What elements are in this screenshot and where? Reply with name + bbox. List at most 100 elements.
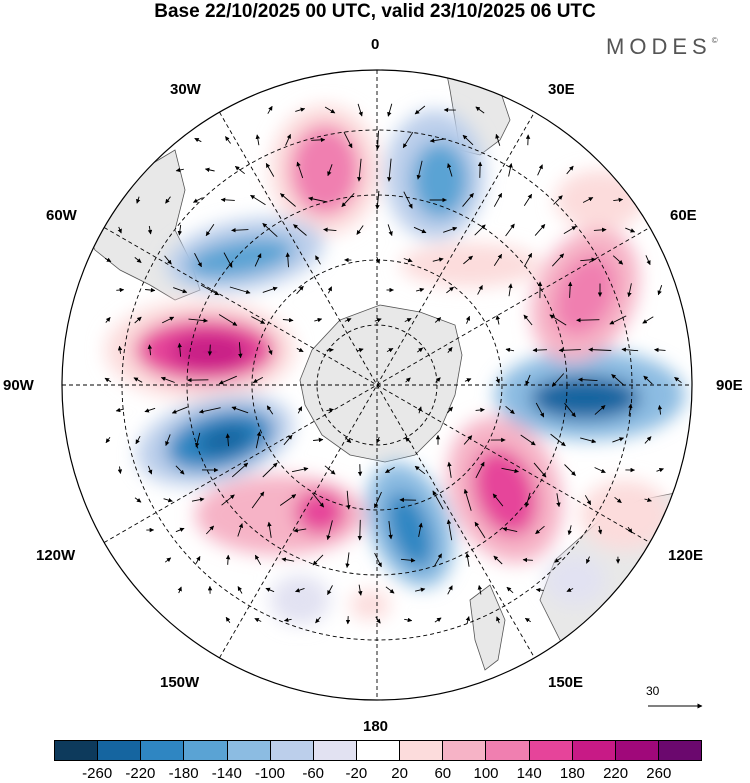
colorbar-tick-label: -180 [168, 765, 199, 782]
wind-vector [537, 164, 543, 176]
wind-vector [225, 616, 231, 624]
wind-vector [403, 191, 413, 209]
colorbar-tick-label: 60 [434, 765, 452, 782]
wind-vector [251, 491, 265, 509]
wind-vector [508, 283, 513, 297]
wind-vector [532, 347, 548, 353]
wind-vector [627, 526, 633, 534]
wind-vector [551, 373, 565, 387]
wind-vector [191, 497, 205, 502]
wind-vector [627, 283, 632, 298]
wind-vector [326, 520, 333, 541]
wind-vector [327, 286, 333, 294]
wind-vector [447, 163, 453, 177]
wind-vector [645, 255, 651, 266]
wind-vector [593, 227, 607, 233]
wind-vector [311, 137, 326, 143]
wind-vector [115, 407, 124, 413]
wind-vector [251, 316, 266, 324]
negative-anomaly [545, 555, 605, 605]
wind-vector [563, 226, 577, 234]
wind-vector [326, 407, 334, 413]
wind-vector [231, 406, 249, 414]
wind-vector [163, 497, 173, 503]
map-title: Base 22/10/2025 00 UTC, valid 23/10/2025… [154, 1, 596, 22]
positive-anomaly [472, 448, 538, 536]
wind-vector [296, 347, 304, 353]
wind-vector [160, 376, 175, 383]
negative-anomaly [185, 237, 295, 279]
wind-vector [404, 317, 412, 323]
wind-vector [175, 167, 184, 173]
wind-vector [117, 466, 123, 474]
colorbar-swatch [572, 741, 616, 760]
wind-vector [225, 433, 231, 447]
wind-vector [520, 434, 536, 446]
wind-vector [343, 131, 353, 149]
lon-label-180: 180 [363, 718, 389, 735]
wind-vector [463, 435, 473, 445]
wind-vector [195, 556, 201, 564]
colorbar-tick-label: -260 [82, 765, 113, 782]
wind-vector [207, 344, 213, 356]
wind-vector [341, 192, 355, 208]
wind-vector [177, 224, 183, 236]
positive-anomaly [295, 490, 345, 534]
wind-vector [402, 131, 414, 149]
wind-vector [254, 554, 262, 566]
lon-label-120e: 120E [668, 547, 704, 564]
lon-label-60w: 60W [46, 207, 77, 224]
colorbar-swatch [270, 741, 314, 760]
wind-vector [505, 405, 515, 415]
wind-vector [502, 527, 518, 533]
wind-vector [136, 196, 141, 204]
wind-vector [534, 224, 546, 236]
wind-vector [524, 617, 531, 623]
colorbar-tick-label: 140 [516, 765, 542, 782]
lon-label-120w: 120W [36, 547, 76, 564]
positive-anomaly [350, 590, 390, 620]
positive-anomaly [400, 243, 540, 287]
wind-vector [656, 468, 664, 473]
colorbar-swatch [529, 741, 573, 760]
wind-vector [434, 317, 442, 323]
colorbar-tick-label: -20 [345, 765, 368, 782]
lon-label-60e: 60E [670, 207, 697, 224]
wind-vector [171, 406, 188, 414]
colorbar-swatch [356, 741, 401, 760]
wind-vector [474, 521, 486, 539]
colorbar-swatch [227, 741, 271, 760]
wind-vector [416, 160, 423, 180]
wind-vector [262, 286, 278, 293]
wind-vector [279, 494, 297, 506]
wind-vector [374, 491, 382, 509]
wind-vector [404, 617, 413, 623]
colorbar-swatch [658, 741, 702, 760]
wind-vector [414, 465, 426, 475]
colorbar-tick-label: -100 [254, 765, 286, 782]
wind-vector [134, 257, 142, 263]
wind-vector [505, 347, 515, 353]
wind-vector [254, 253, 262, 267]
wind-vector [657, 285, 663, 296]
colorbar-tick-label: 100 [473, 765, 499, 782]
wind-vector [293, 528, 307, 533]
wind-vector [644, 436, 652, 444]
colorbar-swatch [400, 741, 444, 760]
wind-vector [225, 136, 231, 144]
wind-vector [117, 226, 122, 234]
wind-vector [237, 586, 243, 594]
wind-vector [584, 495, 592, 506]
wind-vector [237, 523, 244, 537]
wind-vector [357, 103, 363, 117]
wind-vector [493, 253, 503, 266]
wind-vector [505, 223, 515, 237]
wind-vector [535, 587, 544, 593]
wind-vector [475, 461, 485, 479]
wind-vector [312, 554, 324, 566]
colorbar-swatch [486, 741, 530, 760]
wind-vector [165, 196, 171, 204]
wind-vector [198, 407, 221, 414]
graticule [62, 70, 692, 700]
